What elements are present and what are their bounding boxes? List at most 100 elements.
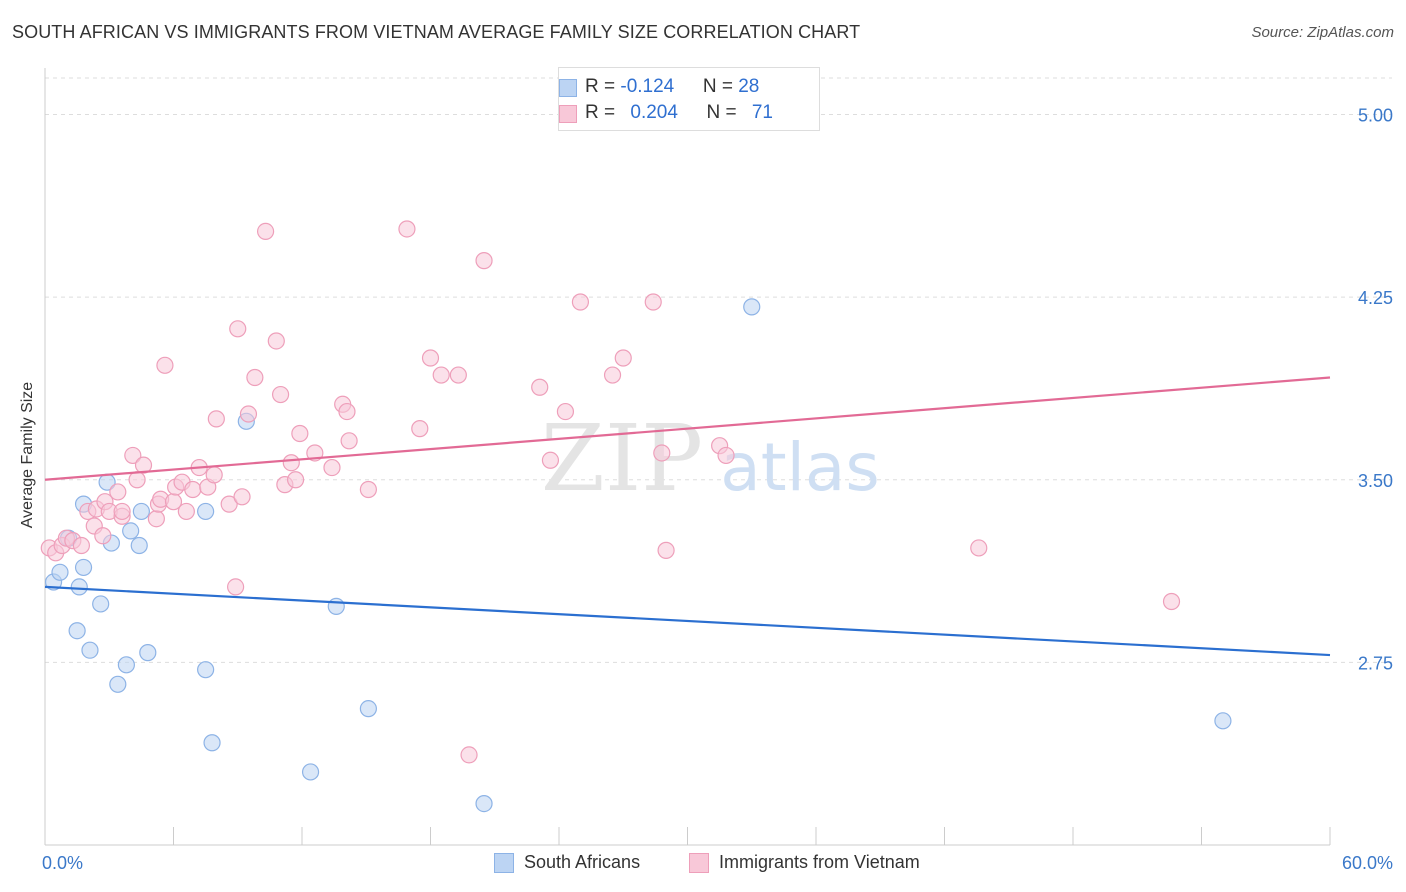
data-point xyxy=(556,402,575,421)
data-point xyxy=(282,454,300,472)
watermark-zip: ZIP xyxy=(541,405,703,512)
x-tick-labels: 0.0% 60.0% xyxy=(42,853,1393,873)
legend-label-vietnam: Immigrants from Vietnam xyxy=(719,852,920,872)
chart-title: SOUTH AFRICAN VS IMMIGRANTS FROM VIETNAM… xyxy=(12,22,861,42)
data-point xyxy=(286,471,305,489)
watermark-atlas: atlas xyxy=(720,429,880,506)
y-tick-label: 3.50 xyxy=(1358,471,1393,491)
legend-row-vietnam: R = 0.204 N = 71 xyxy=(559,102,773,128)
data-point xyxy=(421,349,440,367)
data-point xyxy=(743,298,761,316)
legend-r-label: R = xyxy=(585,102,621,123)
x-tick-label: 0.0% xyxy=(42,853,83,873)
data-point xyxy=(717,446,735,465)
trend-line-south-africans xyxy=(44,585,1331,657)
legend-swatch-blue xyxy=(559,79,577,97)
data-point xyxy=(541,451,560,469)
data-point xyxy=(139,644,157,662)
legend-swatch-blue xyxy=(494,853,514,873)
legend-item-south-africans: South Africans xyxy=(494,852,641,873)
data-point xyxy=(460,746,478,764)
y-axis-label: Average Family Size xyxy=(19,381,36,529)
legend-n-label: N = xyxy=(706,102,742,123)
data-point xyxy=(147,510,165,528)
data-point xyxy=(340,432,358,450)
data-point xyxy=(267,332,285,350)
south-africans-points xyxy=(44,298,1232,813)
data-point xyxy=(432,366,450,384)
data-point xyxy=(130,536,148,555)
data-point xyxy=(109,483,127,501)
data-point xyxy=(271,385,290,404)
data-point xyxy=(156,356,174,374)
data-point xyxy=(239,405,258,423)
data-point xyxy=(94,527,112,545)
data-point xyxy=(81,641,99,659)
data-point xyxy=(72,536,91,555)
axes xyxy=(44,68,1331,846)
data-point xyxy=(70,578,88,596)
legend-r-value: 0.204 xyxy=(630,102,678,123)
data-point xyxy=(475,795,493,813)
data-point xyxy=(531,378,549,396)
data-point xyxy=(51,563,69,581)
data-point xyxy=(203,734,221,752)
vietnam-points xyxy=(40,220,1181,764)
legend-label-south-africans: South Africans xyxy=(524,852,641,872)
data-point xyxy=(603,366,622,384)
data-point xyxy=(291,424,309,443)
watermark: ZIP atlas xyxy=(541,405,880,512)
data-point xyxy=(122,522,140,540)
data-point xyxy=(359,700,377,718)
data-point xyxy=(644,293,662,311)
y-tick-label: 4.25 xyxy=(1358,288,1393,308)
data-point xyxy=(338,402,356,421)
data-point xyxy=(1214,712,1232,730)
data-point xyxy=(74,558,93,577)
y-tick-label: 2.75 xyxy=(1358,653,1393,673)
source-label: Source: ZipAtlas.com xyxy=(1251,24,1394,41)
data-point xyxy=(449,366,467,384)
data-point xyxy=(227,578,245,596)
data-point xyxy=(327,597,345,615)
legend-row-south-africans: R = -0.124 N = 28 xyxy=(559,76,759,102)
legend-item-vietnam: Immigrants from Vietnam xyxy=(689,852,920,873)
data-point xyxy=(970,539,988,557)
data-point xyxy=(301,763,320,781)
data-point xyxy=(411,420,429,438)
legend-r-value: -0.124 xyxy=(620,76,675,97)
data-point xyxy=(124,446,142,465)
data-point xyxy=(197,661,215,679)
data-point xyxy=(323,458,341,477)
gridlines xyxy=(45,77,1392,663)
data-point xyxy=(220,495,238,513)
data-point xyxy=(132,502,150,521)
stats-legend: R = -0.124 N = 28 R = 0.204 N = 71 xyxy=(558,67,820,131)
data-point xyxy=(229,320,247,338)
data-point xyxy=(207,410,225,428)
data-point xyxy=(246,368,264,387)
series-legend: South Africans Immigrants from Vietnam xyxy=(0,852,1406,876)
data-point xyxy=(653,444,671,462)
data-point xyxy=(256,222,275,240)
y-tick-label: 5.00 xyxy=(1358,106,1393,126)
x-tick-label: 60.0% xyxy=(1342,853,1393,873)
data-point xyxy=(614,349,632,367)
trend-line-vietnam xyxy=(44,376,1331,481)
legend-n-label: N = xyxy=(702,76,739,97)
data-point xyxy=(134,456,153,474)
data-point xyxy=(113,502,131,521)
data-point xyxy=(233,488,251,506)
legend-swatch-pink xyxy=(689,853,709,873)
data-point xyxy=(92,595,110,613)
data-point xyxy=(359,480,377,499)
data-point xyxy=(657,541,675,559)
data-point xyxy=(205,466,223,484)
y-tick-labels: 2.75 3.50 4.25 5.00 xyxy=(1358,106,1393,674)
data-point xyxy=(128,471,146,489)
data-point xyxy=(475,252,493,270)
data-point xyxy=(117,656,135,674)
trend-lines xyxy=(44,376,1331,657)
data-point xyxy=(398,220,416,238)
data-point xyxy=(1162,592,1181,611)
